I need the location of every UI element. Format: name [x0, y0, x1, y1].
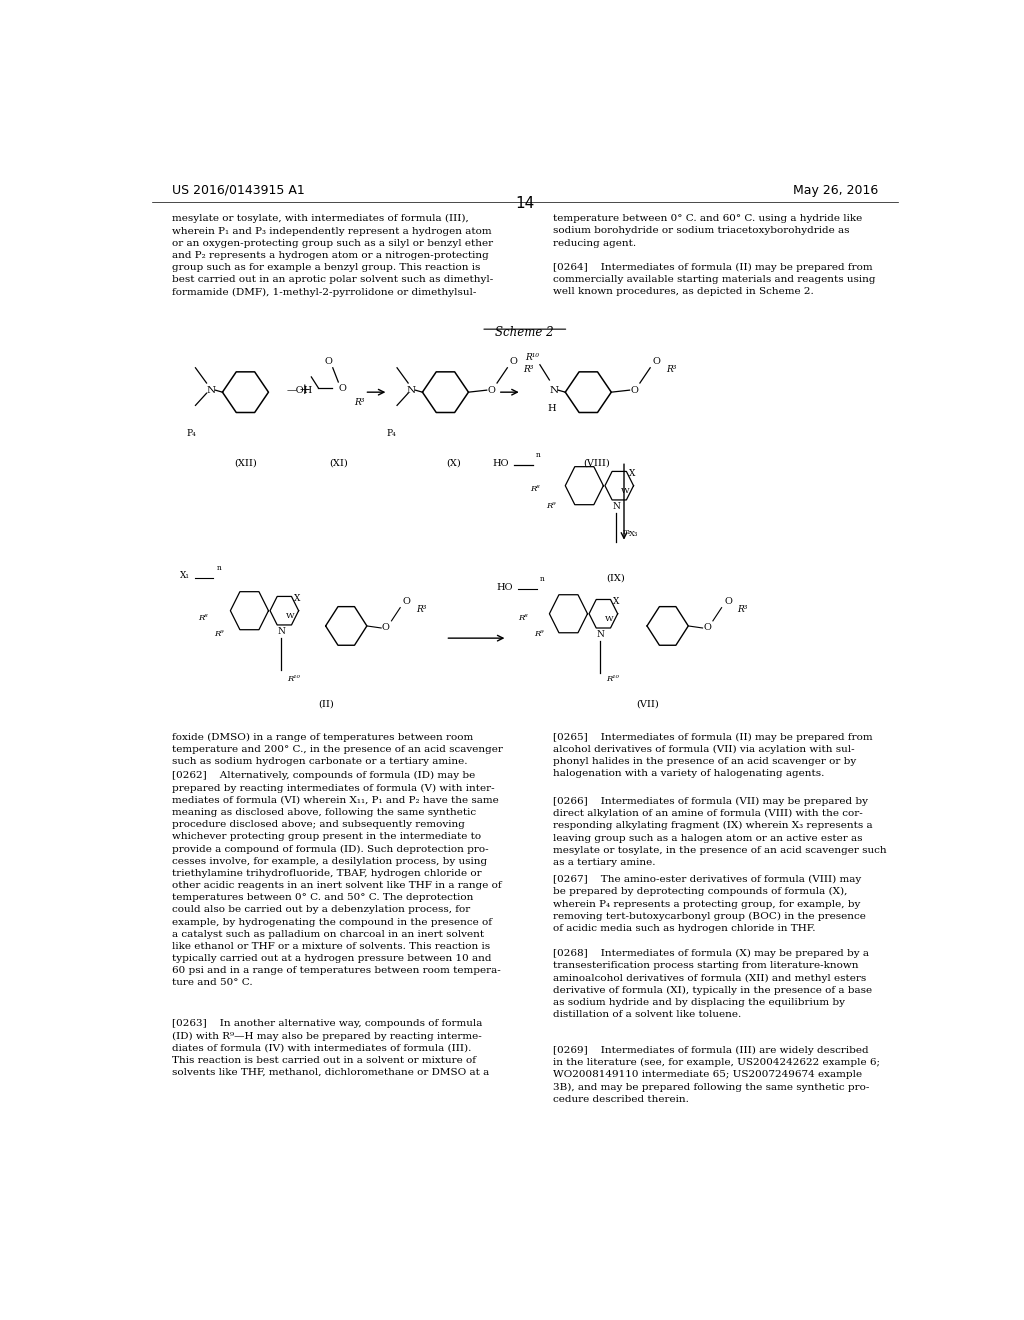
- Text: mesylate or tosylate, with intermediates of formula (III),
wherein P₁ and P₃ ind: mesylate or tosylate, with intermediates…: [172, 214, 493, 297]
- Text: N: N: [207, 385, 216, 395]
- Text: HO: HO: [497, 583, 513, 591]
- Text: [0265]    Intermediates of formula (II) may be prepared from
alcohol derivatives: [0265] Intermediates of formula (II) may…: [553, 733, 872, 779]
- Text: —OH: —OH: [287, 385, 313, 395]
- Text: Scheme 2: Scheme 2: [496, 326, 554, 339]
- Text: X: X: [294, 594, 300, 603]
- Text: O: O: [325, 358, 333, 366]
- Text: n: n: [536, 451, 541, 459]
- Text: H: H: [548, 404, 556, 413]
- Text: temperature between 0° C. and 60° C. using a hydride like
sodium borohydride or : temperature between 0° C. and 60° C. usi…: [553, 214, 876, 297]
- Text: N: N: [596, 630, 604, 639]
- Text: R⁹: R⁹: [535, 630, 544, 638]
- Text: P₄: P₄: [387, 429, 396, 438]
- Text: N: N: [550, 385, 559, 395]
- Text: m: m: [623, 528, 630, 536]
- Text: X₁: X₁: [180, 570, 190, 579]
- Text: (XII): (XII): [234, 458, 257, 467]
- Text: [0266]    Intermediates of formula (VII) may be prepared by
direct alkylation of: [0266] Intermediates of formula (VII) ma…: [553, 797, 886, 867]
- Text: R⁸: R⁸: [530, 484, 540, 492]
- Text: O: O: [631, 385, 638, 395]
- Text: R³: R³: [666, 366, 677, 375]
- Text: R³: R³: [737, 605, 748, 614]
- Text: O: O: [703, 623, 712, 632]
- Text: O: O: [382, 623, 390, 632]
- Text: O: O: [487, 385, 496, 395]
- Text: May 26, 2016: May 26, 2016: [793, 183, 878, 197]
- Text: W: W: [622, 487, 630, 495]
- Text: R³: R³: [523, 366, 534, 375]
- Text: (IX): (IX): [606, 573, 626, 582]
- Text: R¹⁰: R¹⁰: [525, 354, 539, 362]
- Text: N: N: [612, 502, 620, 511]
- Text: O: O: [402, 597, 411, 606]
- Text: +: +: [298, 383, 310, 397]
- Text: R⁹: R⁹: [546, 502, 556, 510]
- Text: [0262]    Alternatively, compounds of formula (ID) may be
prepared by reacting i: [0262] Alternatively, compounds of formu…: [172, 771, 502, 987]
- Text: US 2016/0143915 A1: US 2016/0143915 A1: [172, 183, 304, 197]
- Text: O: O: [724, 597, 732, 606]
- Text: X: X: [629, 469, 635, 478]
- Text: O: O: [510, 358, 517, 366]
- Text: R⁸: R⁸: [199, 614, 208, 622]
- Text: (VIII): (VIII): [583, 458, 609, 467]
- Text: R⁸: R⁸: [518, 614, 528, 622]
- Text: [0268]    Intermediates of formula (X) may be prepared by a
transesterification : [0268] Intermediates of formula (X) may …: [553, 949, 871, 1019]
- Text: foxide (DMSO) in a range of temperatures between room
temperature and 200° C., i: foxide (DMSO) in a range of temperatures…: [172, 733, 503, 766]
- Text: W: W: [605, 615, 614, 623]
- Text: R³: R³: [354, 397, 365, 407]
- Text: n: n: [540, 576, 545, 583]
- Text: HO: HO: [493, 459, 509, 467]
- Text: W: W: [287, 611, 295, 620]
- Text: (II): (II): [318, 700, 334, 708]
- Text: [0263]    In another alternative way, compounds of formula
(ID) with R⁹—H may al: [0263] In another alternative way, compo…: [172, 1019, 488, 1077]
- Text: (XI): (XI): [329, 458, 348, 467]
- Text: X₃: X₃: [629, 531, 638, 539]
- Text: R¹⁰: R¹⁰: [606, 675, 620, 682]
- Text: O: O: [652, 358, 660, 366]
- Text: R³: R³: [416, 605, 426, 614]
- Text: n: n: [217, 564, 222, 572]
- Text: (X): (X): [446, 458, 461, 467]
- Text: 14: 14: [515, 195, 535, 211]
- Text: O: O: [338, 384, 346, 392]
- Text: N: N: [278, 627, 285, 635]
- Text: (VII): (VII): [637, 700, 659, 708]
- Text: R¹⁰: R¹⁰: [288, 675, 300, 682]
- Text: [0267]    The amino-ester derivatives of formula (VIII) may
be prepared by depro: [0267] The amino-ester derivatives of fo…: [553, 875, 865, 933]
- Text: X: X: [613, 597, 620, 606]
- Text: R⁹: R⁹: [214, 630, 224, 638]
- Text: [0269]    Intermediates of formula (III) are widely described
in the literature : [0269] Intermediates of formula (III) ar…: [553, 1045, 880, 1104]
- Text: N: N: [407, 385, 416, 395]
- Text: P₄: P₄: [186, 429, 197, 438]
